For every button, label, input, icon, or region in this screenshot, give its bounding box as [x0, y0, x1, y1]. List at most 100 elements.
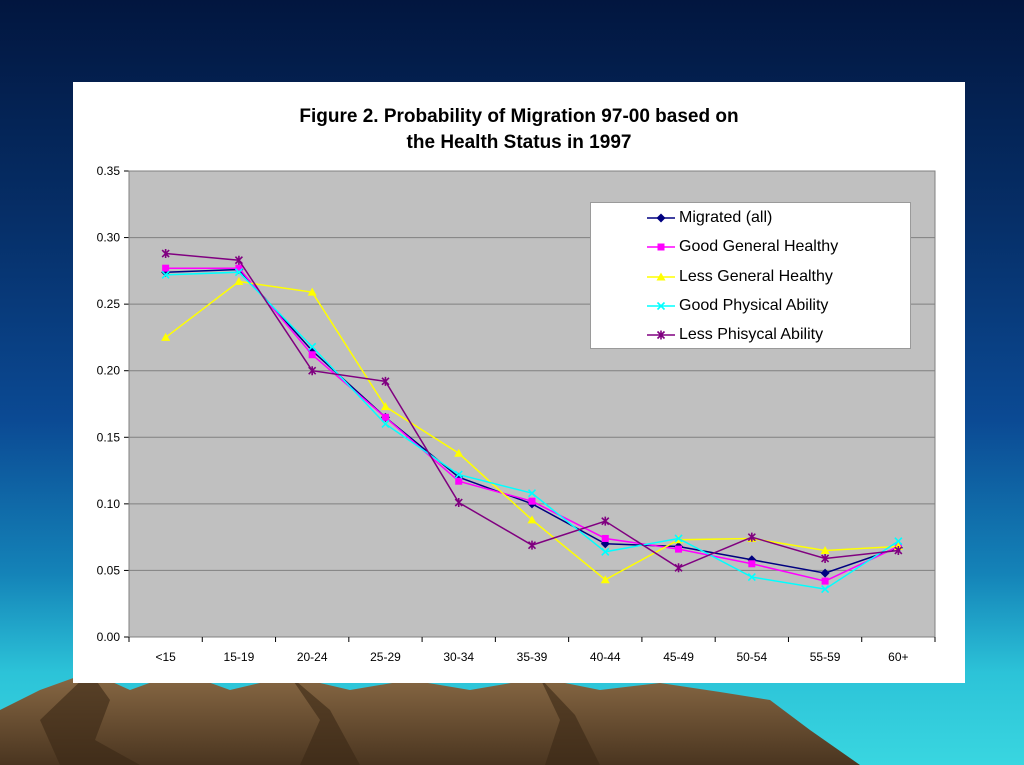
triangle-marker: [380, 402, 390, 411]
x-tick-label: 15-19: [224, 650, 255, 664]
x-tick-label: 45-49: [663, 650, 694, 664]
square-marker: [528, 497, 536, 505]
x-marker: [601, 547, 610, 556]
x-marker: [747, 573, 756, 582]
data-point-less-phisycal-ability: [674, 563, 683, 573]
legend-label: Good General Healthy: [679, 238, 839, 256]
data-point-good-physical-ability: [161, 270, 170, 279]
x-tick-label: 50-54: [736, 650, 767, 664]
star-marker: [674, 563, 683, 573]
x-marker: [674, 534, 683, 543]
y-tick-label: 0.10: [97, 497, 121, 511]
data-point-less-general-healthy: [600, 575, 610, 584]
triangle-marker: [234, 277, 244, 286]
legend-label: Good Physical Ability: [679, 296, 829, 314]
data-point-less-phisycal-ability: [161, 249, 170, 259]
x-tick-label: 25-29: [370, 650, 401, 664]
legend-swatch: [647, 301, 675, 310]
legend-label: Less General Healthy: [679, 267, 833, 285]
data-point-good-physical-ability: [234, 268, 243, 277]
data-point-good-general-healthy: [235, 264, 243, 272]
star-marker: [656, 330, 666, 340]
diamond-marker: [656, 213, 666, 223]
square-marker: [381, 413, 389, 421]
legend-item: Less General Healthy: [647, 266, 833, 288]
star-marker: [308, 366, 317, 376]
data-point-good-physical-ability: [527, 489, 537, 498]
y-tick-label: 0.30: [97, 231, 121, 245]
legend-swatch: [647, 243, 675, 251]
x-marker: [454, 470, 463, 479]
legend-label: Less Phisycal Ability: [679, 326, 824, 344]
star-marker: [234, 255, 243, 265]
legend-item: Good Physical Ability: [647, 295, 828, 317]
square-marker: [601, 534, 609, 542]
data-point-less-phisycal-ability: [527, 540, 537, 550]
star-marker: [894, 545, 903, 555]
star-marker: [601, 516, 610, 526]
x-tick-label: 60+: [888, 650, 908, 664]
triangle-marker: [454, 448, 464, 457]
y-tick-label: 0.25: [97, 297, 121, 311]
data-point-good-physical-ability: [674, 534, 683, 543]
chart-title-line-1: Figure 2. Probability of Migration 97-00…: [299, 106, 739, 127]
square-marker: [748, 560, 756, 568]
x-tick-label: 20-24: [297, 650, 328, 664]
data-point-good-physical-ability: [308, 342, 317, 351]
legend-marker: [656, 213, 666, 223]
x-marker: [381, 419, 390, 429]
data-point-less-general-healthy: [527, 515, 537, 524]
data-point-less-general-healthy: [161, 332, 171, 341]
legend-marker: [657, 243, 665, 251]
data-point-good-general-healthy: [381, 413, 389, 421]
data-point-good-physical-ability: [894, 537, 903, 546]
star-marker: [381, 376, 390, 386]
x-marker: [161, 270, 170, 279]
data-point-less-phisycal-ability: [601, 516, 610, 526]
chart-legend: Migrated (all) Good General Healthy Less G…: [590, 202, 911, 349]
data-point-less-phisycal-ability: [234, 255, 243, 265]
x-marker: [821, 585, 830, 594]
square-marker: [235, 264, 243, 272]
mountain-range: [0, 672, 860, 765]
triangle-marker: [161, 332, 171, 341]
y-tick-label: 0.35: [97, 164, 121, 178]
data-point-good-physical-ability: [821, 585, 830, 594]
data-point-less-phisycal-ability: [821, 553, 830, 563]
data-point-good-physical-ability: [454, 470, 463, 479]
data-point-less-phisycal-ability: [308, 366, 317, 376]
chart-plot: 0.00 0.05 0.10 0.15 0.20 0.25 0.30 0.35 <15 15-19…: [97, 164, 936, 664]
chart-card: Figure 2. Probability of Migration 97-00…: [73, 82, 965, 683]
data-point-good-physical-ability: [381, 419, 390, 429]
star-marker: [527, 540, 537, 550]
data-point-good-general-healthy: [455, 477, 463, 485]
x-marker: [234, 268, 243, 277]
data-point-less-phisycal-ability: [894, 545, 903, 555]
data-point-migrated-all: [820, 568, 830, 578]
chart-title: Figure 2. Probability of Migration 97-00…: [73, 104, 965, 156]
legend-marker: [656, 301, 666, 310]
mountain-shadow: [40, 672, 600, 765]
star-marker: [821, 553, 830, 563]
data-point-good-general-healthy: [308, 351, 316, 359]
data-point-less-general-healthy: [454, 448, 464, 457]
data-point-less-phisycal-ability: [381, 376, 390, 386]
data-point-good-physical-ability: [747, 573, 756, 582]
triangle-marker: [656, 272, 666, 281]
data-point-less-general-healthy: [307, 287, 317, 296]
x-tick-label: 55-59: [810, 650, 841, 664]
legend-swatch: [647, 213, 675, 223]
x-tick-label: 35-39: [517, 650, 548, 664]
square-marker: [162, 264, 170, 272]
legend-item: Less Phisycal Ability: [647, 324, 823, 346]
x-tick-label: 30-34: [443, 650, 474, 664]
legend-item: Migrated (all): [647, 207, 772, 229]
y-tick-label: 0.15: [97, 430, 121, 444]
triangle-marker: [527, 515, 537, 524]
legend-label: Migrated (all): [679, 209, 773, 226]
data-point-good-general-healthy: [528, 497, 536, 505]
data-point-less-phisycal-ability: [747, 532, 756, 542]
x-marker: [656, 301, 666, 310]
square-marker: [675, 545, 683, 553]
